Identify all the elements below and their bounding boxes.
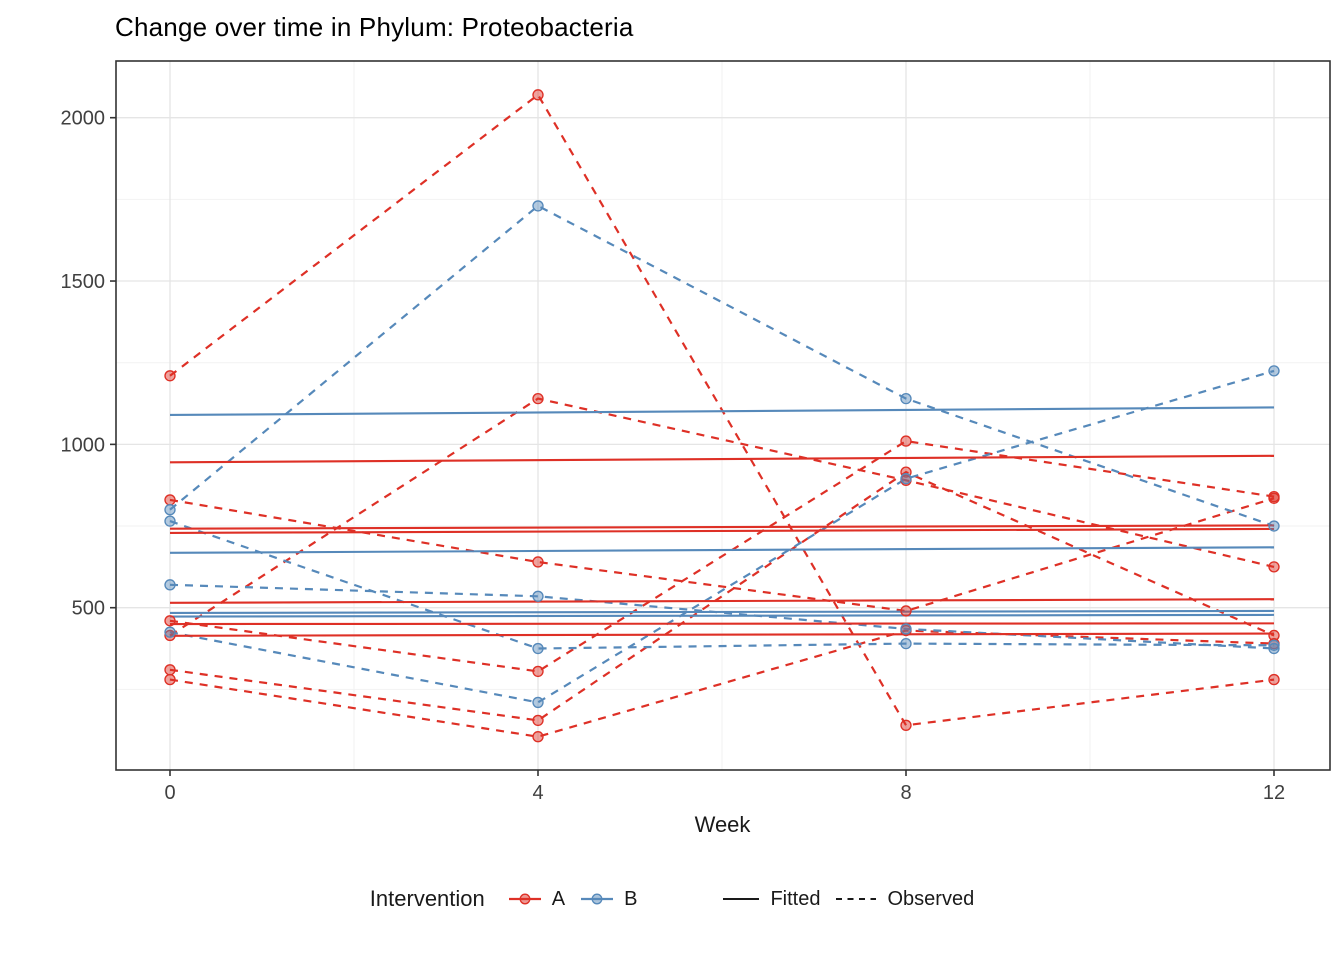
fitted-line-B-f3 [169,609,1275,614]
legend-item-group-a: A [507,888,565,911]
observed-path-A-1 [169,93,1275,727]
fitted-line-B-f4 [169,613,1275,618]
observed-path-B-3 [169,583,1275,650]
legend-label-fitted: Fitted [770,887,821,910]
point-A-4-w0 [164,615,176,627]
fitted-line-A-f6 [169,632,1275,637]
observed-path-A-6 [169,629,1275,738]
legend-item-group-b: B [579,888,637,911]
point-B-1-w12 [1268,520,1280,532]
point-B-4-w12 [1268,365,1280,377]
point-A-1-w8 [900,719,912,731]
chart-title: Change over time in Phylum: Proteobacter… [115,12,634,42]
point-A-1-w4 [532,89,544,101]
x-tick-label: 4 [532,782,543,804]
legend-label-observed: Observed [887,887,975,910]
point-B-3-w4 [532,590,544,602]
point-B-2-w4 [532,642,544,655]
point-A-6-w4 [532,731,544,743]
observed-path-A-5 [169,470,1275,722]
point-B-2-w12 [1268,639,1280,651]
point-B-1-w8 [900,392,912,405]
x-tick-label: 0 [164,782,175,804]
point-B-4-w0 [164,626,176,638]
point-B-1-w4 [532,200,544,212]
observed-key-icon [836,898,877,900]
point-A-3-w4 [532,556,544,568]
legend-item-observed: Observed [834,888,974,911]
point-B-3-w8 [900,623,912,635]
point-A-3-w8 [900,605,912,617]
point-B-3-w0 [164,579,176,591]
fitted-key-icon [723,898,760,900]
point-A-2-w12 [1268,561,1280,573]
y-tick-label: 500 [72,598,105,620]
point-A-1-w12 [1268,673,1280,686]
point-A-6-w0 [164,673,176,686]
point-B-1-w0 [164,504,176,516]
point-B-4-w8 [900,472,912,485]
x-tick-label: 12 [1263,782,1285,804]
point-A-4-w4 [532,665,544,678]
y-tick-label: 2000 [61,108,106,130]
observed-path-B-2 [169,520,1275,650]
observed-path-B-4 [169,369,1275,704]
y-tick-label: 1000 [61,434,106,456]
group-a-key-icon [508,893,541,905]
fitted-line-A-f5 [169,622,1275,626]
point-A-2-w4 [532,392,544,405]
point-A-2-w0 [164,629,176,642]
fitted-line-A-f2 [169,524,1275,530]
legend-item-fitted: Fitted [721,888,820,911]
observed-path-A-4 [169,439,1275,673]
fitted-line-A-f3 [169,527,1275,534]
x-tick-label: 8 [900,782,911,804]
fitted-line-A-f4 [169,598,1275,604]
point-A-5-w4 [532,714,544,727]
fitted-line-B-f1 [169,406,1275,417]
panel-border [115,60,1331,771]
point-B-3-w12 [1268,642,1280,655]
point-A-4-w12 [1268,490,1280,503]
legend-title: Intervention [369,886,485,911]
point-B-2-w0 [164,515,176,527]
legend: Intervention A B Fitted [0,886,1344,912]
legend-label-a: A [551,887,566,910]
observed-path-A-3 [169,497,1275,613]
observed-path-B-1 [169,204,1275,528]
y-tick-label: 1500 [61,271,106,293]
fitted-line-A-f1 [169,454,1275,464]
point-A-4-w8 [900,435,912,447]
fitted-line-B-f2 [169,546,1275,554]
point-B-2-w8 [900,637,912,650]
point-A-1-w0 [164,370,176,382]
legend-label-b: B [624,887,638,910]
x-axis-title: Week [694,812,751,837]
group-b-key-icon [581,893,614,905]
point-B-4-w4 [532,696,544,709]
point-A-5-w0 [164,664,176,676]
point-A-3-w0 [164,494,176,506]
